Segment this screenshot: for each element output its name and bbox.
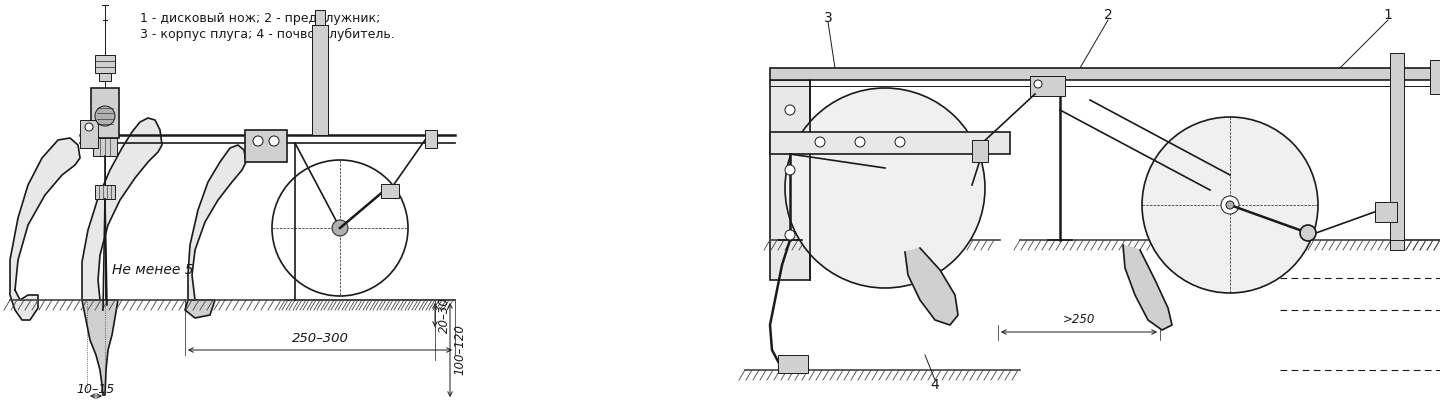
Circle shape xyxy=(1300,225,1316,241)
Bar xyxy=(91,88,120,138)
FancyBboxPatch shape xyxy=(95,55,115,73)
Circle shape xyxy=(785,165,795,175)
Circle shape xyxy=(815,137,825,147)
Bar xyxy=(770,80,809,280)
Circle shape xyxy=(855,137,865,147)
Polygon shape xyxy=(184,300,215,318)
Polygon shape xyxy=(189,145,246,300)
Text: >250: >250 xyxy=(1063,313,1096,326)
Text: 1 - дисковый нож; 2 - предплужник;: 1 - дисковый нож; 2 - предплужник; xyxy=(140,12,380,25)
Circle shape xyxy=(269,136,279,146)
Bar xyxy=(81,120,98,148)
Bar xyxy=(312,25,328,135)
Bar xyxy=(1030,76,1066,96)
Polygon shape xyxy=(1123,245,1172,330)
Circle shape xyxy=(95,106,115,126)
Polygon shape xyxy=(10,138,81,320)
Bar xyxy=(315,10,325,25)
Text: 100–120: 100–120 xyxy=(454,324,467,376)
Circle shape xyxy=(1221,196,1238,214)
Circle shape xyxy=(85,123,94,131)
Circle shape xyxy=(272,160,408,296)
Polygon shape xyxy=(82,118,161,300)
Circle shape xyxy=(896,137,904,147)
Text: 250–300: 250–300 xyxy=(291,332,348,345)
Circle shape xyxy=(333,220,348,236)
Bar xyxy=(1430,60,1440,94)
Polygon shape xyxy=(904,248,958,325)
Text: 4: 4 xyxy=(930,378,939,392)
Bar xyxy=(382,184,399,198)
Polygon shape xyxy=(82,300,118,395)
Bar xyxy=(1390,53,1404,250)
Circle shape xyxy=(785,230,795,240)
Text: 3: 3 xyxy=(824,11,832,25)
Circle shape xyxy=(785,88,985,288)
Bar xyxy=(1375,202,1397,222)
Text: 10–15: 10–15 xyxy=(76,383,115,396)
Circle shape xyxy=(1142,117,1318,293)
Text: 20–30: 20–30 xyxy=(438,297,451,333)
Bar xyxy=(972,140,988,162)
Circle shape xyxy=(1034,80,1043,88)
Bar xyxy=(425,130,436,148)
Bar xyxy=(94,138,117,156)
Bar xyxy=(778,355,808,373)
Text: Не менее 5: Не менее 5 xyxy=(112,263,193,277)
Text: 1: 1 xyxy=(1384,8,1392,22)
Bar xyxy=(770,132,1009,154)
Text: 2: 2 xyxy=(1103,8,1112,22)
Bar xyxy=(95,185,115,199)
Circle shape xyxy=(785,105,795,115)
Circle shape xyxy=(253,136,264,146)
Text: 3 - корпус плуга; 4 - почвоуглубитель.: 3 - корпус плуга; 4 - почвоуглубитель. xyxy=(140,28,395,41)
Circle shape xyxy=(1225,201,1234,209)
Bar xyxy=(245,130,287,162)
Bar xyxy=(770,68,1436,80)
Bar xyxy=(99,73,111,81)
